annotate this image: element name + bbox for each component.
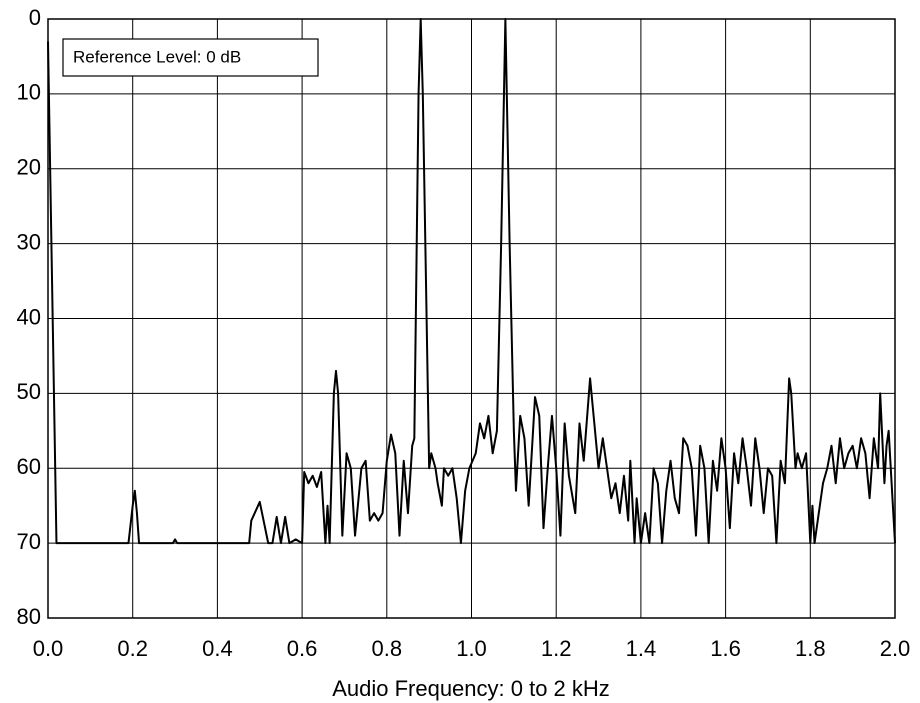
y-tick-label: 0	[29, 5, 41, 30]
y-tick-label: 10	[17, 80, 41, 105]
x-axis-label: Audio Frequency: 0 to 2 kHz	[332, 676, 610, 701]
y-tick-label: 60	[17, 454, 41, 479]
annotation-box	[62, 38, 319, 77]
annotation: Reference Level: 0 dB	[73, 47, 241, 66]
x-tick-label: 1.8	[795, 636, 826, 661]
x-tick-label: 1.2	[541, 636, 572, 661]
y-tick-label: 80	[17, 604, 41, 629]
y-tick-label: 40	[17, 304, 41, 329]
plot-frame	[47, 18, 896, 619]
y-tick-label: 20	[17, 155, 41, 180]
x-tick-label: 0.0	[33, 636, 64, 661]
x-tick-label: 0.8	[372, 636, 403, 661]
y-tick-label: 30	[17, 229, 41, 254]
x-tick-label: 1.6	[710, 636, 741, 661]
x-tick-label: 0.6	[287, 636, 318, 661]
y-tick-label: 70	[17, 529, 41, 554]
x-tick-label: 1.4	[626, 636, 657, 661]
x-tick-label: 1.0	[456, 636, 487, 661]
y-tick-label: 50	[17, 379, 41, 404]
x-tick-label: 2.0	[880, 636, 911, 661]
x-tick-label: 0.2	[117, 636, 148, 661]
series	[47, 18, 896, 545]
x-tick-label: 0.4	[202, 636, 233, 661]
spectrum-line	[47, 18, 896, 545]
grid	[47, 18, 896, 619]
